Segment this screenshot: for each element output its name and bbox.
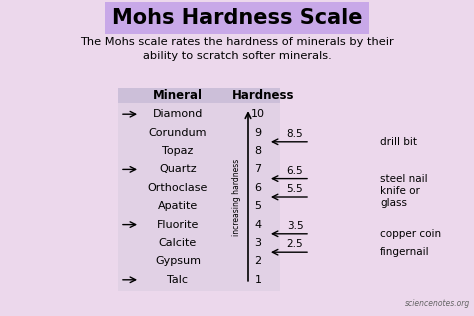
Text: Quartz: Quartz	[159, 164, 197, 174]
Text: 5: 5	[255, 201, 262, 211]
Text: increasing hardness: increasing hardness	[233, 158, 241, 236]
Text: 6.5: 6.5	[287, 166, 303, 176]
Text: 2: 2	[255, 256, 262, 266]
Text: 7: 7	[255, 164, 262, 174]
Text: copper coin: copper coin	[380, 229, 441, 239]
Text: 5.5: 5.5	[287, 184, 303, 194]
Text: 9: 9	[255, 128, 262, 137]
Bar	[118, 88, 280, 291]
Text: Mohs Hardness Scale: Mohs Hardness Scale	[112, 8, 362, 28]
Text: Apatite: Apatite	[158, 201, 198, 211]
Text: 1: 1	[255, 275, 262, 285]
Text: Diamond: Diamond	[153, 109, 203, 119]
Text: knife or
glass: knife or glass	[380, 186, 420, 208]
Text: Mineral: Mineral	[153, 89, 203, 102]
Text: 10: 10	[251, 109, 265, 119]
Text: 3.5: 3.5	[287, 221, 303, 231]
Text: drill bit: drill bit	[380, 137, 417, 147]
Text: 8.5: 8.5	[287, 129, 303, 139]
Text: Corundum: Corundum	[149, 128, 207, 137]
Text: 3: 3	[255, 238, 262, 248]
Text: Gypsum: Gypsum	[155, 256, 201, 266]
Text: sciencenotes.org: sciencenotes.org	[405, 299, 470, 308]
Bar	[118, 88, 280, 103]
Text: 8: 8	[255, 146, 262, 156]
Text: Orthoclase: Orthoclase	[148, 183, 208, 193]
Text: 2.5: 2.5	[287, 239, 303, 249]
Text: 6: 6	[255, 183, 262, 193]
Text: Topaz: Topaz	[162, 146, 194, 156]
Text: 4: 4	[255, 220, 262, 230]
Text: The Mohs scale rates the hardness of minerals by their: The Mohs scale rates the hardness of min…	[80, 37, 394, 47]
Text: steel nail: steel nail	[380, 173, 428, 184]
Text: Calcite: Calcite	[159, 238, 197, 248]
Text: ability to scratch softer minerals.: ability to scratch softer minerals.	[143, 51, 331, 61]
Text: Hardness: Hardness	[232, 89, 294, 102]
Text: Fluorite: Fluorite	[157, 220, 199, 230]
Text: fingernail: fingernail	[380, 247, 429, 257]
Text: Talc: Talc	[167, 275, 189, 285]
